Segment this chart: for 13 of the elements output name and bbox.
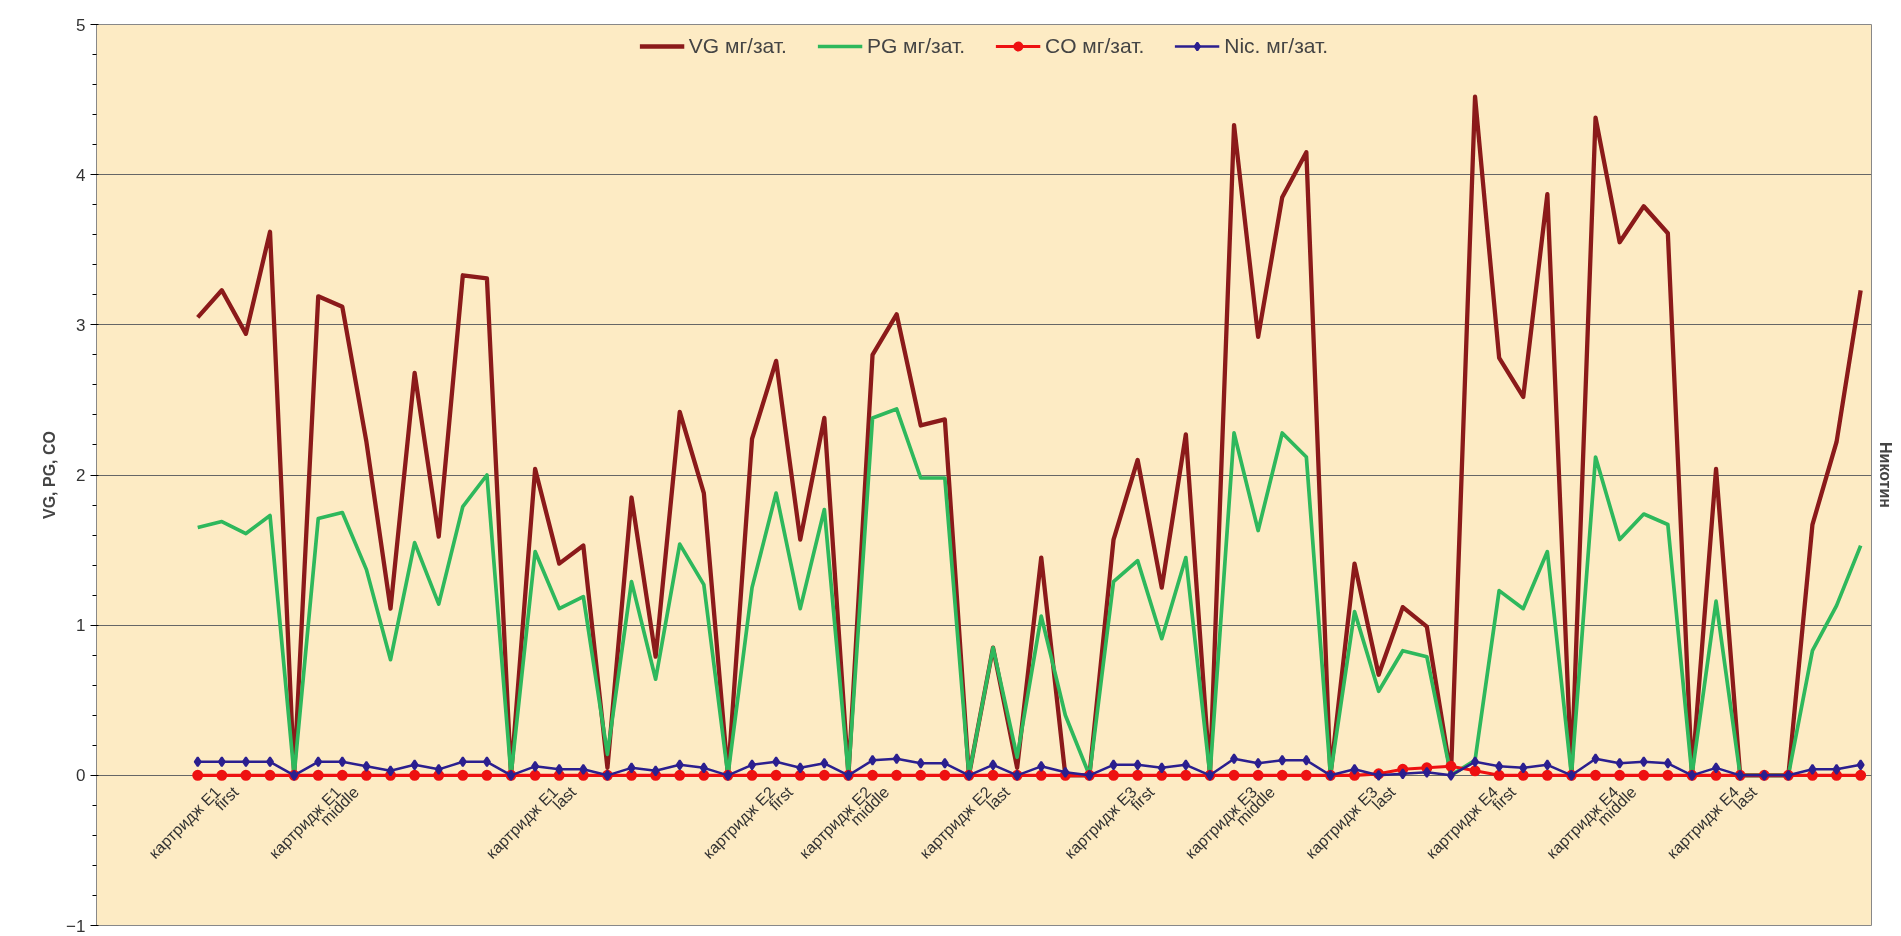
legend-label: PG мг/зат.	[866, 34, 966, 58]
y-tick-label: −1	[66, 916, 86, 936]
y-tick-label: 4	[76, 165, 86, 185]
y-tick-label: 2	[76, 466, 86, 485]
legend-label: CO мг/зат.	[1045, 34, 1145, 58]
y-tick-label: 5	[76, 15, 86, 35]
y-tick-label: 0	[76, 766, 86, 786]
y2-axis-title: Никотин	[1876, 442, 1894, 508]
legend-label: VG мг/зат.	[688, 34, 787, 58]
y-tick-label: 3	[76, 315, 86, 335]
y-axis-title: VG, PG, CO	[41, 430, 59, 520]
y-tick-label: 1	[76, 616, 86, 636]
legend-label: Nic. мг/зат.	[1224, 34, 1329, 58]
